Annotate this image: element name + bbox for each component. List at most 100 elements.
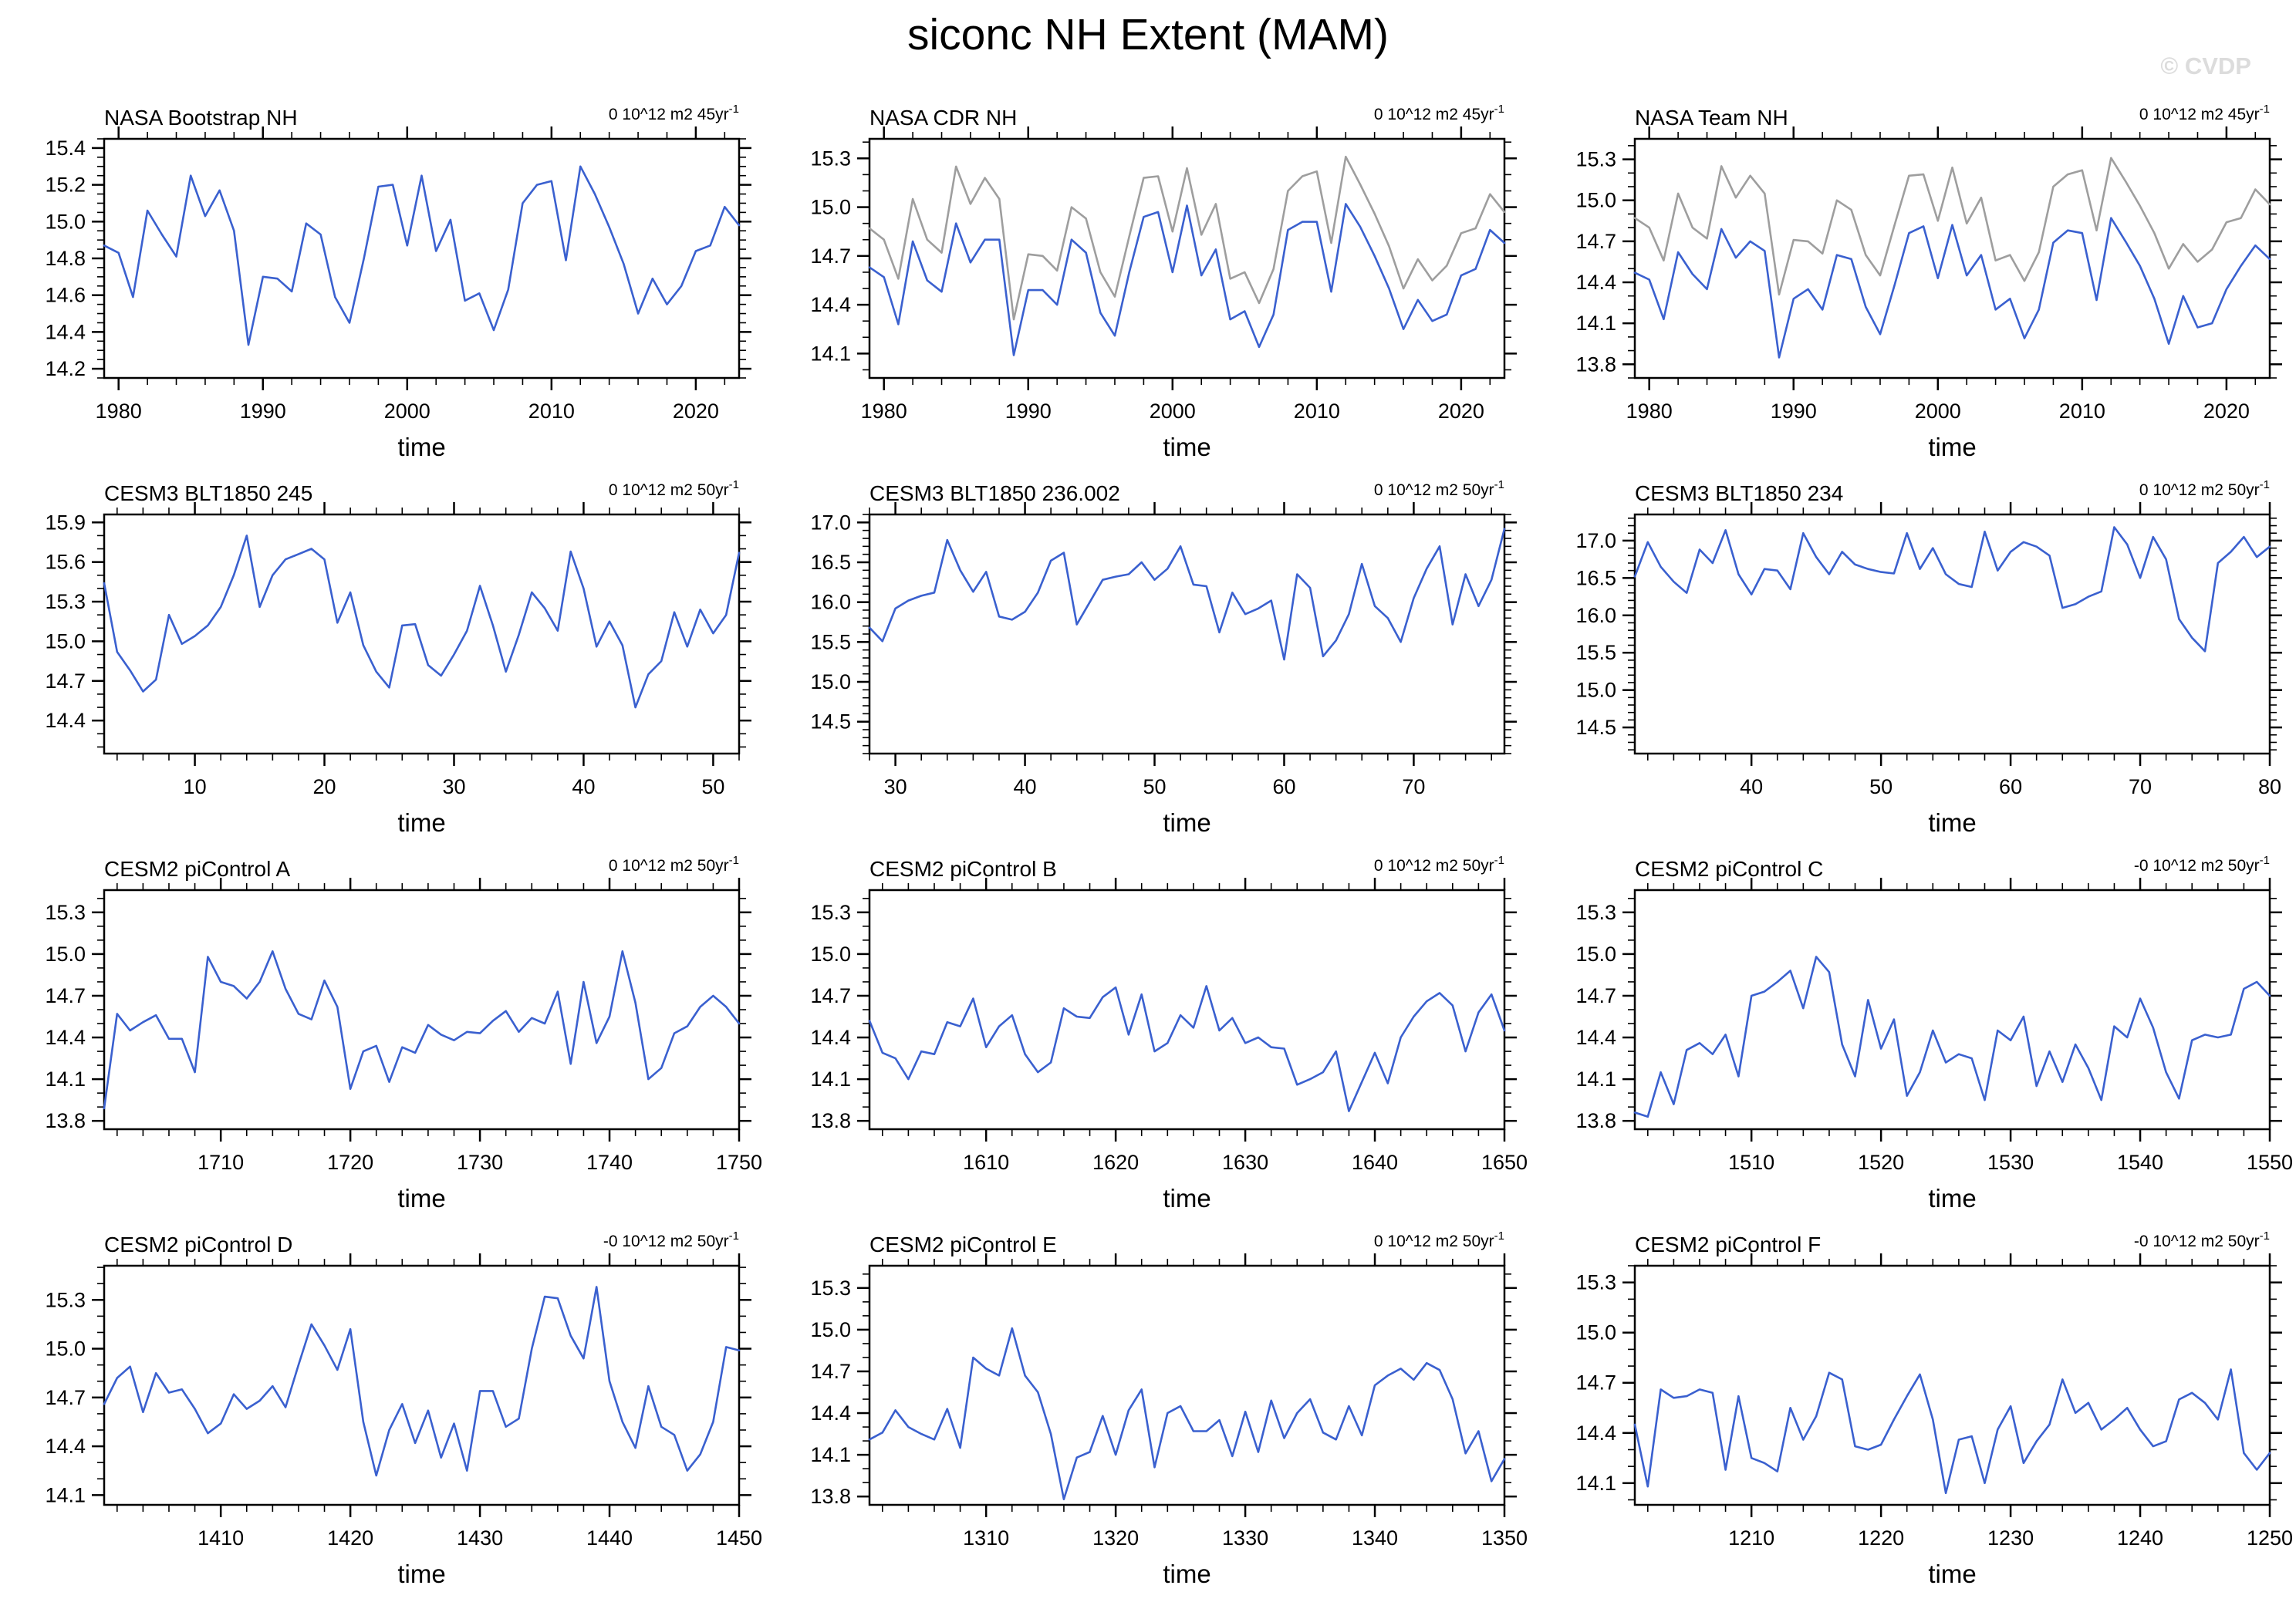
x-axis-title: time [1928, 808, 1976, 837]
y-tick-label: 14.7 [810, 245, 851, 268]
x-tick-label: 1230 [1987, 1526, 2034, 1550]
x-tick-label: 1990 [1771, 400, 1817, 423]
y-tick-label: 14.1 [1575, 1068, 1616, 1091]
y-tick-label: 15.3 [45, 901, 86, 924]
x-axis-title: time [1928, 1560, 1976, 1588]
x-tick-label: 60 [1999, 775, 2022, 798]
plot-box [1633, 1264, 2271, 1506]
x-tick-label: 1980 [861, 400, 907, 423]
x-tick-label: 1610 [963, 1151, 1009, 1174]
x-axis-title: time [397, 1560, 445, 1588]
x-tick-label: 50 [1143, 775, 1166, 798]
x-axis-title: time [1163, 433, 1210, 461]
panel-title: CESM2 piControl F [1635, 1233, 1821, 1256]
x-tick-label: 10 [184, 775, 207, 798]
panel-title: NASA CDR NH [869, 106, 1017, 130]
panel-svg-cesm2-picontrol-c: CESM2 piControl C -0 10^12 m2 50yr-1 1510 1… [1575, 854, 2293, 1213]
plot-box [868, 513, 1506, 755]
y-tick-label: 14.7 [1575, 230, 1616, 253]
x-tick-label: 1450 [716, 1526, 762, 1550]
y-tick-label: 14.4 [1575, 271, 1616, 294]
y-tick-label: 16.5 [810, 551, 851, 574]
y-tick-label: 15.0 [1575, 189, 1616, 212]
x-tick-label: 2010 [2059, 400, 2105, 423]
x-tick-label: 2020 [2203, 400, 2250, 423]
y-tick-label: 14.8 [45, 247, 86, 270]
x-tick-label: 1250 [2247, 1526, 2293, 1550]
y-tick-label: 14.1 [1575, 1472, 1616, 1495]
x-tick-label: 40 [572, 775, 595, 798]
x-tick-label: 1350 [1481, 1526, 1528, 1550]
panel-unit-label: 0 10^12 m2 50yr-1 [609, 478, 739, 499]
y-tick-label: 14.4 [810, 293, 851, 316]
y-tick-label: 15.3 [1575, 1271, 1616, 1294]
x-tick-label: 1750 [716, 1151, 762, 1174]
series-line-dataset [868, 528, 1506, 661]
y-tick-label: 15.0 [1575, 943, 1616, 966]
panel-title: CESM3 BLT1850 234 [1635, 481, 1843, 505]
x-tick-label: 2000 [1915, 400, 1961, 423]
y-tick-label: 15.6 [45, 551, 86, 574]
x-tick-label: 1650 [1481, 1151, 1528, 1174]
plot-box [103, 513, 741, 755]
x-tick-label: 2010 [528, 400, 575, 423]
x-tick-label: 20 [313, 775, 336, 798]
y-tick-label: 14.2 [45, 357, 86, 380]
x-tick-label: 70 [2129, 775, 2152, 798]
panel-cesm3-blt1850-236-002: CESM3 BLT1850 236.002 0 10^12 m2 50yr-1 30… [765, 470, 1531, 845]
y-tick-label: 15.3 [45, 1288, 86, 1311]
y-tick-label: 15.0 [810, 943, 851, 966]
x-tick-label: 1310 [963, 1526, 1009, 1550]
panel-svg-cesm3-blt1850-236-002: CESM3 BLT1850 236.002 0 10^12 m2 50yr-1 30… [810, 478, 1517, 837]
panel-cesm2-picontrol-c: CESM2 piControl C -0 10^12 m2 50yr-1 1510 1… [1531, 845, 2296, 1221]
figure-title: siconc NH Extent (MAM) [907, 10, 1389, 59]
y-tick-label: 15.0 [1575, 679, 1616, 702]
x-tick-label: 2000 [1150, 400, 1196, 423]
y-tick-label: 13.8 [810, 1485, 851, 1508]
panel-unit-label: 0 10^12 m2 50yr-1 [1374, 854, 1504, 875]
y-tick-label: 14.6 [45, 284, 86, 307]
panel-title: NASA Bootstrap NH [104, 106, 298, 130]
series-line-dataset [103, 950, 741, 1110]
panel-title: CESM2 piControl A [104, 857, 291, 881]
panel-unit-label: -0 10^12 m2 50yr-1 [2134, 1229, 2270, 1250]
y-tick-label: 15.3 [810, 147, 851, 170]
y-tick-label: 14.4 [45, 320, 86, 343]
y-tick-label: 15.4 [45, 137, 86, 160]
y-tick-label: 14.4 [810, 1401, 851, 1425]
x-tick-label: 30 [884, 775, 907, 798]
plot-box [103, 889, 741, 1131]
panel-svg-nasa-cdr-nh: NASA CDR NH 0 10^12 m2 45yr-1 1980 1990 2000… [810, 103, 1517, 461]
x-tick-label: 1620 [1092, 1151, 1139, 1174]
y-tick-label: 14.1 [1575, 312, 1616, 335]
x-tick-label: 1980 [1626, 400, 1673, 423]
y-tick-label: 14.1 [810, 1068, 851, 1091]
y-tick-label: 13.8 [45, 1109, 86, 1132]
y-tick-label: 15.0 [1575, 1321, 1616, 1344]
y-tick-label: 13.8 [1575, 352, 1616, 376]
panel-title: CESM2 piControl D [104, 1233, 292, 1256]
panel-svg-cesm2-picontrol-f: CESM2 piControl F -0 10^12 m2 50yr-1 1210 1… [1575, 1229, 2293, 1588]
x-axis-title: time [397, 1184, 445, 1213]
y-tick-label: 15.0 [45, 629, 86, 653]
x-tick-label: 1980 [96, 400, 142, 423]
x-tick-label: 1520 [1858, 1151, 1904, 1174]
series-line-reference [1633, 157, 2271, 296]
x-tick-label: 1420 [327, 1526, 373, 1550]
panel-unit-label: 0 10^12 m2 50yr-1 [1374, 478, 1504, 499]
y-tick-label: 17.0 [1575, 529, 1616, 552]
y-tick-label: 15.3 [1575, 901, 1616, 924]
cvdp-watermark: © CVDP [2160, 52, 2251, 79]
y-tick-label: 14.7 [45, 1386, 86, 1409]
x-tick-label: 70 [1402, 775, 1425, 798]
panel-title: CESM3 BLT1850 236.002 [869, 481, 1120, 505]
panel-cesm3-blt1850-234: CESM3 BLT1850 234 0 10^12 m2 50yr-1 40 50 60… [1531, 470, 2296, 845]
y-tick-label: 14.4 [1575, 1026, 1616, 1049]
y-tick-label: 14.1 [810, 342, 851, 365]
y-tick-label: 15.3 [810, 1277, 851, 1300]
y-tick-label: 15.3 [1575, 148, 1616, 171]
x-tick-label: 1430 [457, 1526, 503, 1550]
panel-cesm2-picontrol-f: CESM2 piControl F -0 10^12 m2 50yr-1 1210 1… [1531, 1221, 2296, 1597]
panel-svg-cesm2-picontrol-d: CESM2 piControl D -0 10^12 m2 50yr-1 1410 1… [45, 1229, 762, 1588]
